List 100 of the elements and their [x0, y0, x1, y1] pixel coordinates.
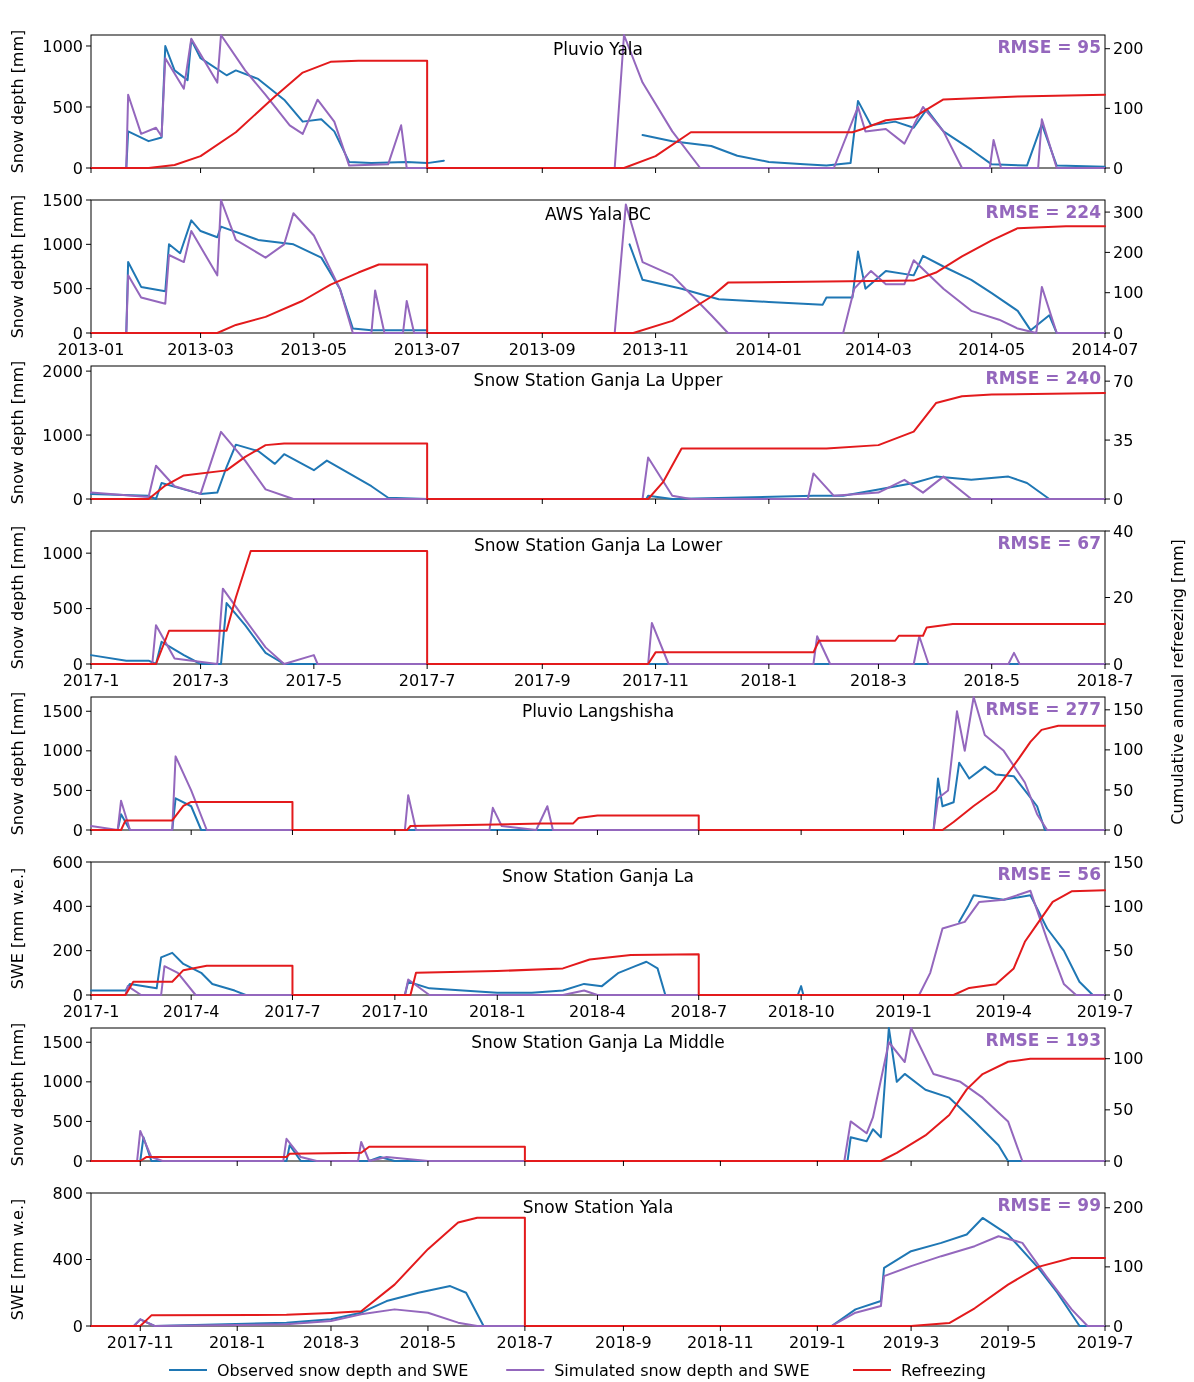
- y2-tick-label: 50: [1113, 1100, 1134, 1120]
- y2-tick-label: 0: [1113, 489, 1124, 509]
- y-tick-label: 1000: [42, 425, 83, 445]
- x-tick-label: 2017-11: [106, 1333, 174, 1352]
- y2-tick-label: 100: [1113, 896, 1144, 916]
- y2-tick-label: 200: [1113, 242, 1144, 262]
- y2-tick-label: 20: [1113, 588, 1134, 608]
- x-tick-label: 2018-7: [670, 1002, 728, 1021]
- x-tick-label: 2017-5: [285, 671, 343, 690]
- legend-label: Observed snow depth and SWE: [217, 1360, 469, 1380]
- x-tick-label: 2013-11: [622, 340, 689, 359]
- x-tick-label: 2018-7: [496, 1333, 554, 1352]
- y2-tick-label: 40: [1113, 521, 1134, 541]
- line-series: [90, 391, 1106, 500]
- y-tick-label: 500: [52, 599, 83, 619]
- x-tick-label: 2018-3: [302, 1333, 360, 1352]
- y-tick-label: 500: [52, 1112, 83, 1132]
- x-tick-label: 2017-11: [622, 671, 689, 690]
- y-axis-title: Snow depth [mm]: [8, 194, 27, 339]
- x-tick-label: 2014-07: [1071, 340, 1139, 359]
- x-tick-label: 2018-7: [1076, 671, 1134, 690]
- y-tick-label: 0: [72, 1316, 83, 1336]
- y-axis-title: Snow depth [mm]: [8, 691, 27, 836]
- annotation: RMSE = 193: [985, 1030, 1101, 1050]
- y2-tick-label: 35: [1113, 430, 1134, 450]
- x-tick-label: 2019-1: [875, 1002, 932, 1021]
- line-series: [90, 724, 1106, 831]
- x-tick-label: 2013-03: [167, 340, 234, 359]
- y-tick-label: 0: [72, 158, 83, 178]
- y2-tick-label: 0: [1113, 323, 1124, 343]
- y-axis-title: SWE [mm w.e.]: [8, 867, 27, 990]
- y2-tick-label: 100: [1113, 283, 1144, 303]
- chart-title: AWS Yala BC: [545, 204, 651, 224]
- y2-tick-label: 50: [1113, 780, 1134, 800]
- y-axis-title: Snow depth [mm]: [8, 1022, 27, 1167]
- x-tick-label: 2019-7: [1076, 1333, 1134, 1352]
- y-tick-label: 500: [52, 97, 83, 117]
- annotation: RMSE = 67: [997, 533, 1101, 553]
- x-tick-label: 2018-1: [740, 671, 798, 690]
- y2-tick-label: 100: [1113, 98, 1144, 118]
- x-tick-label: 2017-1: [62, 671, 120, 690]
- y-tick-label: 1000: [42, 741, 83, 761]
- x-tick-label: 2018-5: [399, 1333, 457, 1352]
- y-tick-label: 0: [72, 1151, 83, 1171]
- y2-tick-label: 100: [1113, 1257, 1144, 1277]
- y2-tick-label: 50: [1113, 941, 1134, 961]
- y2-tick-label: 0: [1113, 1151, 1124, 1171]
- y2-tick-label: 0: [1113, 820, 1124, 840]
- y2-tick-label: 200: [1113, 39, 1144, 59]
- x-tick-label: 2019-3: [882, 1333, 940, 1352]
- annotation: RMSE = 99: [997, 1195, 1101, 1215]
- y2-tick-label: 100: [1113, 1049, 1144, 1069]
- x-tick-label: 2017-4: [162, 1002, 220, 1021]
- y-tick-label: 0: [72, 489, 83, 509]
- y-tick-label: 500: [52, 781, 83, 801]
- y-axis-title: Snow depth [mm]: [8, 360, 27, 505]
- y-axis-title: Snow depth [mm]: [8, 29, 27, 174]
- y-tick-label: 1500: [42, 701, 83, 721]
- annotation: RMSE = 224: [985, 202, 1102, 222]
- x-tick-label: 2013-05: [280, 340, 348, 359]
- y2-tick-label: 70: [1113, 371, 1134, 391]
- x-tick-label: 2013-01: [57, 340, 125, 359]
- y2-tick-label: 300: [1113, 202, 1144, 222]
- y2-tick-label: 200: [1113, 1198, 1144, 1218]
- y2-tick-label: 0: [1113, 158, 1124, 178]
- annotation: RMSE = 277: [985, 699, 1101, 719]
- chart-title: Pluvio Langshisha: [521, 701, 675, 721]
- x-tick-label: 2014-01: [735, 340, 803, 359]
- y-tick-label: 1000: [42, 234, 83, 254]
- y-tick-label: 400: [52, 1250, 83, 1270]
- x-tick-label: 2018-5: [963, 671, 1021, 690]
- x-tick-label: 2018-10: [767, 1002, 835, 1021]
- y-tick-label: 0: [72, 654, 83, 674]
- annotation: RMSE = 240: [985, 368, 1102, 388]
- x-tick-label: 2017-3: [172, 671, 229, 690]
- y-tick-label: 1000: [42, 543, 83, 563]
- y2-tick-label: 150: [1113, 852, 1144, 872]
- y-tick-label: 1000: [42, 1072, 83, 1092]
- x-tick-label: 2017-10: [361, 1002, 429, 1021]
- y-tick-label: 1500: [42, 190, 83, 210]
- y-tick-label: 0: [72, 985, 83, 1005]
- y-tick-label: 800: [52, 1183, 83, 1203]
- chart-title: Snow Station Yala: [522, 1197, 674, 1217]
- x-tick-label: 2013-07: [393, 340, 461, 359]
- y2-axis-title: Cumulative annual refreezing [mm]: [1168, 539, 1187, 825]
- y-tick-label: 200: [52, 941, 83, 961]
- x-tick-label: 2018-11: [686, 1333, 754, 1352]
- y-tick-label: 1500: [42, 1032, 83, 1052]
- x-tick-label: 2019-5: [979, 1333, 1037, 1352]
- y-tick-label: 0: [72, 323, 83, 343]
- y-tick-label: 500: [52, 279, 83, 299]
- chart-title: Snow Station Ganja La: [502, 866, 694, 886]
- x-tick-label: 2017-1: [62, 1002, 120, 1021]
- x-tick-label: 2013-09: [508, 340, 576, 359]
- y2-tick-label: 0: [1113, 1316, 1124, 1336]
- x-tick-label: 2018-1: [208, 1333, 266, 1352]
- x-tick-label: 2018-4: [569, 1002, 626, 1021]
- x-tick-label: 2019-4: [975, 1002, 1033, 1021]
- chart-title: Snow Station Ganja La Upper: [473, 370, 723, 390]
- y-tick-label: 1000: [42, 36, 83, 56]
